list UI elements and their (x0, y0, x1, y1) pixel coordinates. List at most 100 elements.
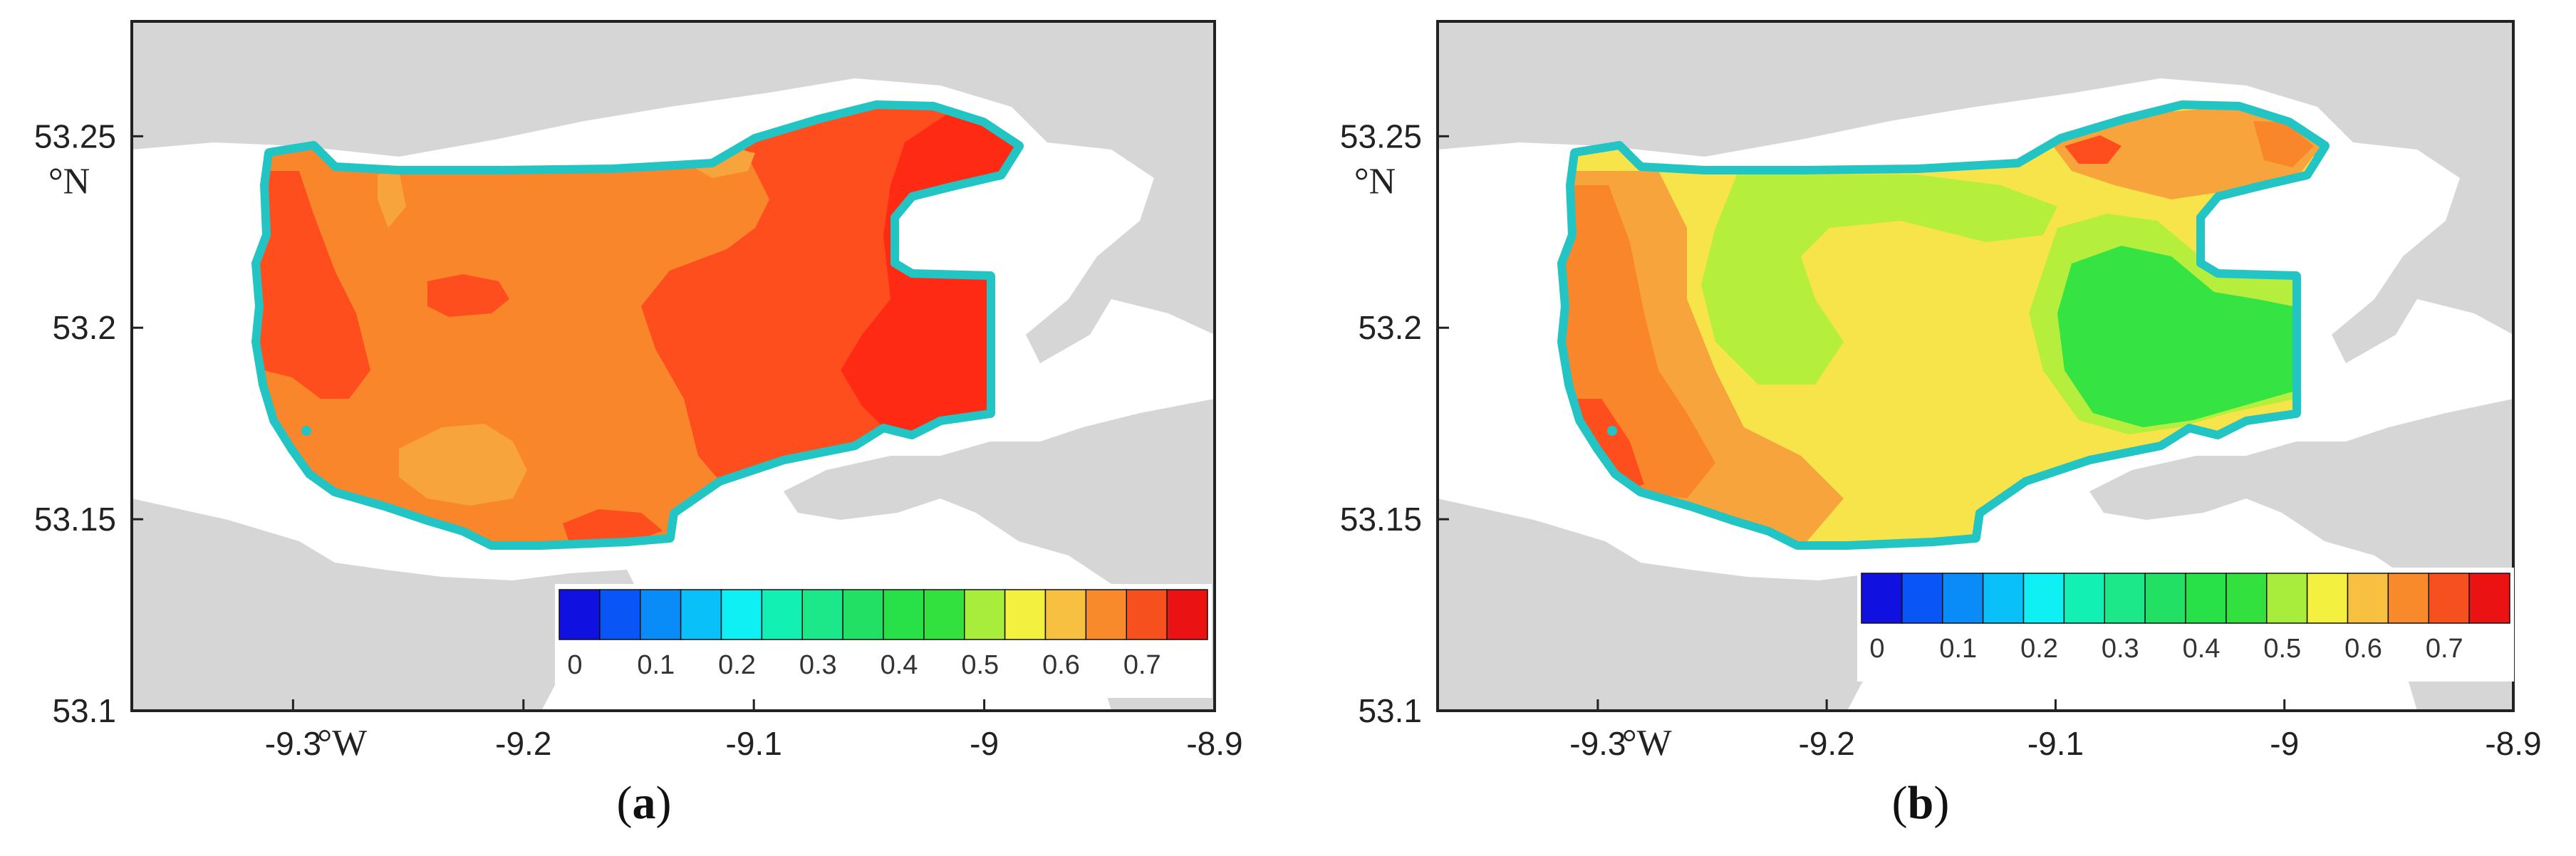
x-tick-label: -9.1 (726, 725, 782, 762)
zone-orange-red-south (563, 509, 663, 545)
y-tick-label: 53.15 (1340, 501, 1422, 538)
x-tick-label: -9.2 (1799, 725, 1855, 762)
colorbar-tick-label: 0.1 (637, 650, 675, 680)
colorbar-swatch (923, 589, 965, 640)
colorbar-swatch (1166, 589, 1208, 640)
y-tick-label: 53.2 (52, 309, 116, 346)
land-area-southwest (1438, 499, 1947, 711)
colorbar-swatch (599, 589, 641, 640)
colorbar-swatch (842, 589, 884, 640)
colorbar-tick-label: 0.4 (2183, 634, 2221, 664)
colorbar-swatch (720, 589, 763, 640)
colorbar-tick-label: 0.3 (799, 650, 837, 680)
zone-light-orange-nw (378, 171, 406, 228)
x-tick-label: -9.2 (495, 725, 551, 762)
x-tick-label: -8.9 (1186, 725, 1242, 762)
colorbar-tick-label: 0.6 (1042, 650, 1080, 680)
zone-orange-ne (2050, 107, 2321, 199)
zone-red-east (841, 114, 1019, 434)
panel-caption-b: (b) (1891, 777, 1950, 829)
colorbar-swatch (801, 589, 843, 640)
zone-orange-red-sw (1573, 399, 1644, 491)
colorbar-swatch (640, 589, 682, 640)
colorbar-swatch (2306, 573, 2349, 624)
colorbar-swatch (1982, 573, 2025, 624)
y-tick-label: 53.2 (1358, 309, 1422, 346)
colorbar-tick-label: 0 (1869, 634, 1884, 664)
colorbar-tick-label: 0.3 (2102, 634, 2139, 664)
y-tick-label: 53.1 (52, 692, 116, 729)
x-tick-label: -9 (970, 725, 999, 762)
x-unit-label: °W (1622, 723, 1672, 763)
map-panel-a: 0 0.1 0.2 0.3 0.4 0.5 0.6 0.7 -9.3 -9.2 -9.1 -9 -8.… (34, 20, 1243, 829)
point-marker (1607, 426, 1617, 436)
map-panel-b: 0 0.1 0.2 0.3 0.4 0.5 0.6 0.7 -9.3 -9.2 -9.1 -9 -8.… (1288, 0, 2576, 856)
colorbar-swatch (2387, 573, 2429, 624)
y-unit-label: °N (1354, 161, 1396, 202)
colorbar-swatch (1044, 589, 1087, 640)
zone-yellow-green-center (1701, 174, 2057, 385)
panel-caption-a: (a) (616, 777, 672, 829)
axes-a: -9.3 -9.2 -9.1 -9 -8.9 °W 53.1 53.15 53.2 53.25 °N (34, 118, 1243, 763)
zone-orange-red-ne (2065, 135, 2121, 164)
colorbar-b: 0 0.1 0.2 0.3 0.4 0.5 0.6 0.7 (1857, 568, 2514, 682)
point-marker (301, 426, 311, 436)
colorbar-tick-label: 0.7 (2426, 634, 2463, 664)
colorbar-swatch (1085, 589, 1127, 640)
colorbar-swatch (2022, 573, 2065, 624)
zone-orange-red-west (256, 171, 370, 399)
y-tick-label: 53.1 (1358, 692, 1422, 729)
colorbar-swatch (1861, 573, 1903, 624)
colorbar-tick-label: 0.5 (961, 650, 999, 680)
x-tick-label: -9.3 (265, 725, 321, 762)
zone-orange-red-ne2 (2253, 121, 2314, 167)
lake-outline-top (253, 102, 1022, 548)
land-area-north (132, 21, 1215, 363)
zone-orange-red-center (427, 274, 509, 317)
colorbar-swatch (883, 589, 925, 640)
colorbar-swatch (2185, 573, 2227, 624)
y-unit-label: °N (48, 161, 90, 202)
colorbar-tick-label: 0.6 (2344, 634, 2382, 664)
colorbar-swatch (2226, 573, 2268, 624)
colorbar-tick-label: 0.5 (2263, 634, 2301, 664)
colorbar-swatch (2266, 573, 2308, 624)
colorbar-swatch (2104, 573, 2146, 624)
colorbar-swatch (2468, 573, 2510, 624)
colorbar-tick-label: 0.1 (1939, 634, 1977, 664)
colorbar-swatch (1901, 573, 1943, 624)
colorbar-swatch (761, 589, 803, 640)
map-frame (130, 20, 1216, 712)
colorbar-tick-label: 0.2 (2020, 634, 2058, 664)
x-tick-label: -9.1 (2027, 725, 2084, 762)
colorbar-swatch (559, 589, 601, 640)
colorbar-tick-label: 0.7 (1123, 650, 1161, 680)
y-tick-label: 53.25 (34, 118, 116, 155)
x-tick-label: -9 (2270, 725, 2299, 762)
map-figure-b: 0 0.1 0.2 0.3 0.4 0.5 0.6 0.7 -9.3 -9.2 -9.1 -9 -8.… (1340, 20, 2542, 763)
colorbar-swatch (2063, 573, 2105, 624)
land-area-southeast (784, 399, 1215, 711)
map-frame (1436, 20, 2515, 712)
colorbar-swatch (1004, 589, 1046, 640)
colorbar-tick-label: 0.4 (881, 650, 918, 680)
colorbar-swatch (2428, 573, 2470, 624)
zone-green-east (2057, 246, 2292, 427)
colorbar-swatch (2347, 573, 2389, 624)
land-area-north (1438, 21, 2513, 363)
x-unit-label: °W (317, 723, 367, 763)
colorbar-swatch (2144, 573, 2186, 624)
colorbar-tick-label: 0 (567, 650, 582, 680)
colorbar-swatch (964, 589, 1006, 640)
land-area-southwest (132, 499, 641, 711)
colorbar-swatch (1942, 573, 1984, 624)
x-tick-label: -8.9 (2485, 725, 2541, 762)
map-figure-a: 0 0.1 0.2 0.3 0.4 0.5 0.6 0.7 -9.3 -9.2 -9.1 -9 -8.… (34, 20, 1243, 763)
colorbar-tick-label: 0.2 (718, 650, 756, 680)
axes-b: -9.3 -9.2 -9.1 -9 -8.9 °W 53.1 53.15 53.2 53.25 °N (1340, 118, 2542, 763)
y-tick-label: 53.25 (1340, 118, 1422, 155)
zone-light-orange-south (399, 424, 527, 506)
x-tick-label: -9.3 (1569, 725, 1626, 762)
colorbar-a: 0 0.1 0.2 0.3 0.4 0.5 0.6 0.7 (555, 584, 1212, 698)
colorbar-swatch (1126, 589, 1168, 640)
